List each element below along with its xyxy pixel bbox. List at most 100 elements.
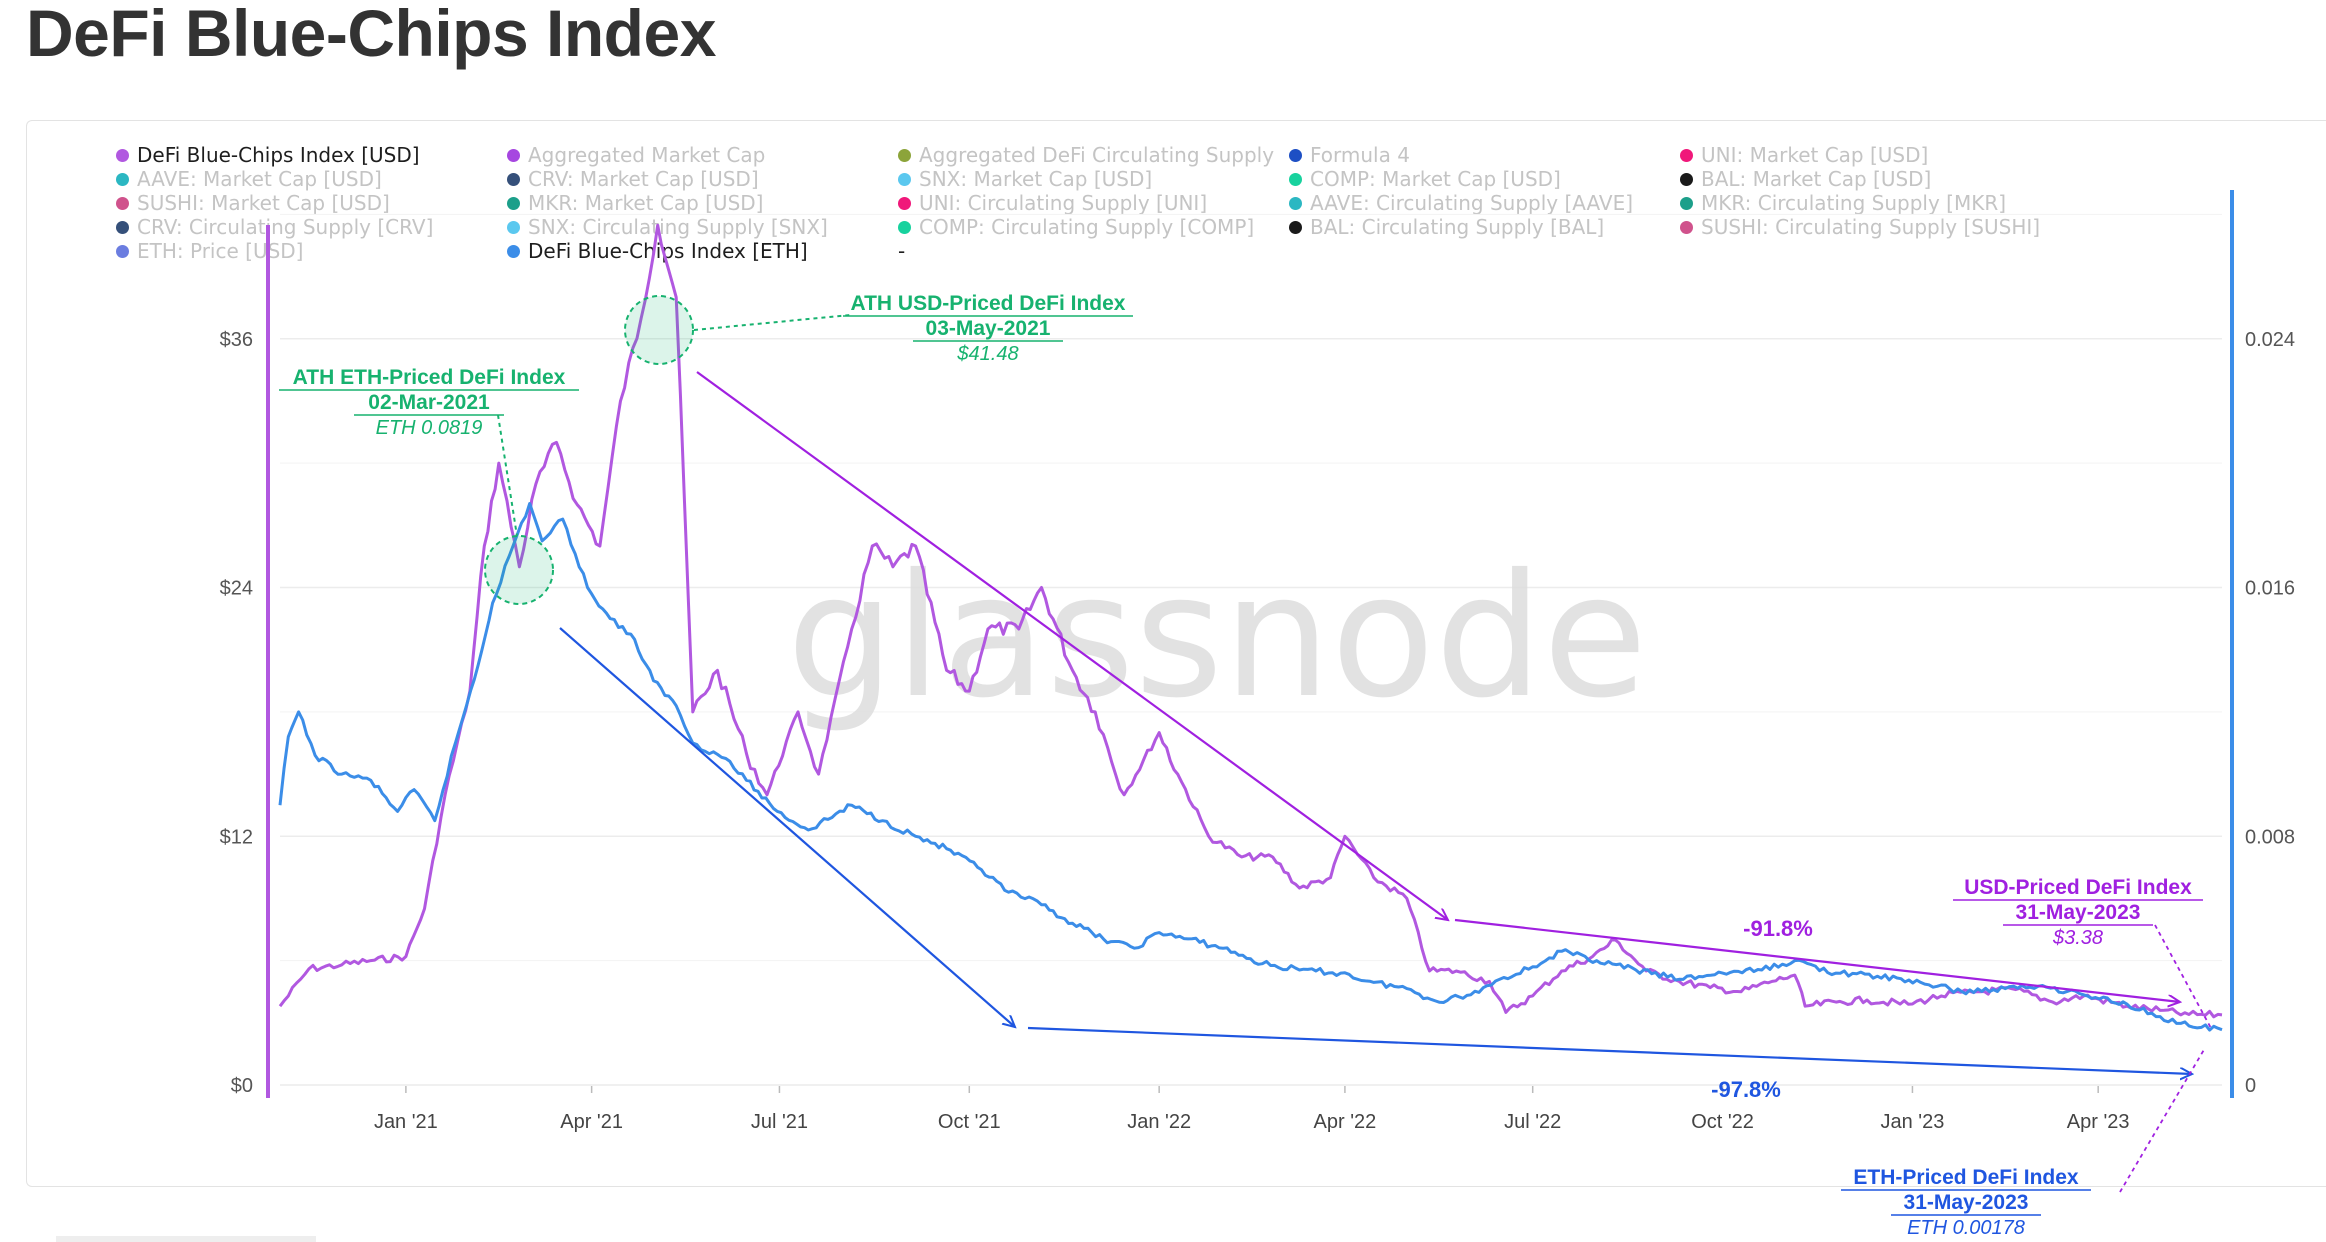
legend-swatch — [116, 172, 129, 186]
legend-item[interactable]: MKR: Circulating Supply [MKR] — [1680, 191, 2006, 215]
legend-swatch — [1680, 196, 1693, 210]
annotation-value: $41.48 — [956, 343, 1018, 365]
legend-item[interactable]: BAL: Market Cap [USD] — [1680, 167, 1931, 191]
legend-swatch — [898, 148, 911, 162]
legend-label: Aggregated Market Cap — [528, 143, 766, 167]
legend-item[interactable]: AAVE: Circulating Supply [AAVE] — [1289, 191, 1633, 215]
x-tick-label: Apr '21 — [560, 1111, 623, 1133]
legend-item[interactable]: SUSHI: Market Cap [USD] — [116, 191, 390, 215]
legend-swatch — [116, 220, 129, 234]
annotation-value: ETH 0.00178 — [1907, 1217, 2025, 1239]
legend-item[interactable]: MKR: Market Cap [USD] — [507, 191, 763, 215]
annotation-title: USD-Priced DeFi Index — [1964, 876, 2192, 899]
legend-label: COMP: Market Cap [USD] — [1310, 167, 1561, 191]
legend-swatch — [507, 172, 520, 186]
legend-item[interactable]: Formula 4 — [1289, 143, 1410, 167]
legend-label: ETH: Price [USD] — [137, 239, 304, 263]
legend-label: MKR: Circulating Supply [MKR] — [1701, 191, 2007, 215]
legend-item[interactable]: SNX: Circulating Supply [SNX] — [507, 215, 828, 239]
footer-strip — [56, 1236, 316, 1242]
legend-label: UNI: Circulating Supply [UNI] — [919, 191, 1208, 215]
legend-swatch — [1680, 148, 1693, 162]
trend-arrow-usd-tail — [1454, 918, 2180, 1002]
watermark: glassnode — [787, 538, 1648, 736]
annotation-title: ATH USD-Priced DeFi Index — [851, 292, 1126, 315]
y-right-tick-label: 0.024 — [2245, 329, 2295, 351]
pct-change-eth: -97.8% — [1711, 1077, 1781, 1102]
legend-item[interactable]: Aggregated DeFi Circulating Supply — [898, 143, 1274, 167]
legend-item[interactable]: UNI: Circulating Supply [UNI] — [898, 191, 1207, 215]
legend-swatch — [1289, 196, 1302, 210]
legend-label: SUSHI: Market Cap [USD] — [137, 191, 390, 215]
legend-item[interactable]: SNX: Market Cap [USD] — [898, 167, 1152, 191]
x-tick-label: Apr '22 — [1314, 1111, 1377, 1133]
legend-swatch — [116, 196, 129, 210]
y-left-tick-label: $24 — [220, 578, 253, 600]
legend-item[interactable]: DeFi Blue-Chips Index [ETH] — [507, 239, 808, 263]
legend-swatch — [898, 196, 911, 210]
trend-arrow-eth — [559, 627, 1015, 1027]
legend-swatch — [116, 148, 129, 162]
legend-item[interactable]: COMP: Circulating Supply [COMP] — [898, 215, 1254, 239]
trend-arrow-usd — [696, 371, 1448, 920]
y-right-tick-label: 0 — [2245, 1075, 2256, 1097]
legend-label: SNX: Market Cap [USD] — [919, 167, 1153, 191]
legend-label: SUSHI: Circulating Supply [SUSHI] — [1701, 215, 2041, 239]
legend-label: BAL: Circulating Supply [BAL] — [1310, 215, 1605, 239]
legend-label: UNI: Market Cap [USD] — [1701, 143, 1929, 167]
annotation-title: ATH ETH-Priced DeFi Index — [293, 366, 566, 389]
x-tick-label: Apr '23 — [2067, 1111, 2130, 1133]
legend-item[interactable]: AAVE: Market Cap [USD] — [116, 167, 382, 191]
annotation-date: 02-Mar-2021 — [368, 391, 490, 414]
legend-label: COMP: Circulating Supply [COMP] — [919, 215, 1255, 239]
ath-eth-marker — [484, 535, 554, 605]
legend-label: DeFi Blue-Chips Index [ETH] — [528, 239, 808, 263]
legend-item[interactable]: CRV: Circulating Supply [CRV] — [116, 215, 433, 239]
x-tick-label: Jan '23 — [1880, 1111, 1944, 1133]
legend-label: - — [898, 239, 906, 263]
legend-swatch — [898, 172, 911, 186]
legend-swatch — [1289, 172, 1302, 186]
y-left-tick-label: $36 — [220, 329, 253, 351]
y-right-tick-label: 0.016 — [2245, 578, 2295, 600]
legend-item[interactable]: BAL: Circulating Supply [BAL] — [1289, 215, 1604, 239]
x-tick-label: Jan '21 — [374, 1111, 438, 1133]
legend-item[interactable]: CRV: Market Cap [USD] — [507, 167, 759, 191]
legend-item[interactable]: ETH: Price [USD] — [116, 239, 303, 263]
eth-now-leader — [2119, 1047, 2206, 1193]
page-title: DeFi Blue-Chips Index — [26, 0, 716, 70]
legend-label: Formula 4 — [1310, 143, 1410, 167]
legend-item[interactable]: SUSHI: Circulating Supply [SUSHI] — [1680, 215, 2040, 239]
legend-label: CRV: Market Cap [USD] — [528, 167, 759, 191]
annotation-date: 31-May-2023 — [1904, 1191, 2029, 1214]
legend-swatch — [1680, 220, 1693, 234]
legend-swatch — [507, 196, 520, 210]
y-right-tick-label: 0.008 — [2245, 826, 2295, 848]
legend-label: AAVE: Circulating Supply [AAVE] — [1310, 191, 1634, 215]
legend-label: CRV: Circulating Supply [CRV] — [137, 215, 434, 239]
chart-panel — [26, 120, 2326, 1187]
legend-item[interactable]: Aggregated Market Cap — [507, 143, 765, 167]
x-tick-label: Oct '22 — [1691, 1111, 1754, 1133]
ath-usd-leader — [693, 314, 851, 331]
legend-item[interactable]: COMP: Market Cap [USD] — [1289, 167, 1561, 191]
annotation-value: ETH 0.0819 — [376, 417, 483, 439]
legend-item[interactable]: UNI: Market Cap [USD] — [1680, 143, 1928, 167]
legend-item[interactable]: - — [898, 239, 905, 263]
annotation-value: $3.38 — [2052, 927, 2103, 949]
series-line-usd — [278, 223, 2223, 1019]
legend-swatch — [116, 244, 129, 258]
annotation-date: 31-May-2023 — [2016, 901, 2141, 924]
annotation-date: 03-May-2021 — [926, 317, 1051, 340]
legend-label: BAL: Market Cap [USD] — [1701, 167, 1932, 191]
legend-label: SNX: Circulating Supply [SNX] — [528, 215, 828, 239]
legend-swatch — [1289, 148, 1302, 162]
legend-item[interactable]: DeFi Blue-Chips Index [USD] — [116, 143, 420, 167]
usd-now-leader — [2154, 924, 2213, 1031]
legend-label: AAVE: Market Cap [USD] — [137, 167, 382, 191]
x-tick-label: Jul '22 — [1504, 1111, 1561, 1133]
legend-swatch — [507, 148, 520, 162]
legend-swatch — [1680, 172, 1693, 186]
legend-swatch — [507, 244, 520, 258]
